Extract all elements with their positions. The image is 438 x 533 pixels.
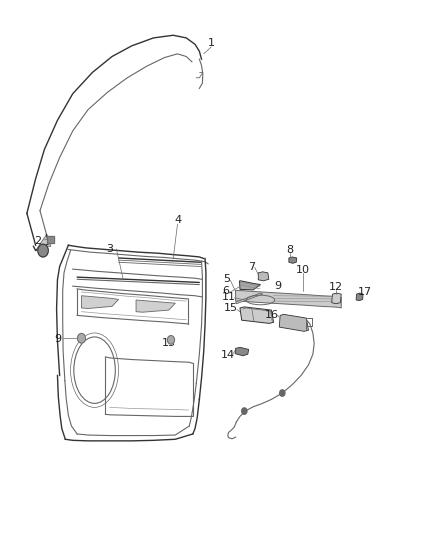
Text: 4: 4 xyxy=(174,215,181,225)
Polygon shape xyxy=(332,293,341,304)
Polygon shape xyxy=(236,293,263,304)
Text: 1: 1 xyxy=(208,38,215,48)
Polygon shape xyxy=(279,314,308,332)
Text: 13: 13 xyxy=(162,338,176,348)
Bar xyxy=(47,236,54,243)
Circle shape xyxy=(242,408,247,414)
Text: 10: 10 xyxy=(296,265,310,274)
Text: 5: 5 xyxy=(223,274,230,284)
Polygon shape xyxy=(240,307,274,324)
Text: 14: 14 xyxy=(221,350,235,360)
Text: 6: 6 xyxy=(223,286,230,296)
Polygon shape xyxy=(136,300,175,312)
Circle shape xyxy=(167,336,174,344)
Circle shape xyxy=(280,390,285,396)
Circle shape xyxy=(78,334,85,343)
Polygon shape xyxy=(258,272,269,281)
Polygon shape xyxy=(35,235,51,251)
Polygon shape xyxy=(240,281,261,290)
Text: 16: 16 xyxy=(265,310,279,320)
Text: 3: 3 xyxy=(106,244,113,254)
Text: 9: 9 xyxy=(54,334,61,344)
Text: 17: 17 xyxy=(358,287,372,297)
Bar xyxy=(47,236,54,243)
Text: 2: 2 xyxy=(34,236,41,246)
Circle shape xyxy=(38,244,48,257)
Polygon shape xyxy=(81,296,119,309)
Polygon shape xyxy=(356,293,363,301)
Text: 12: 12 xyxy=(328,282,343,292)
Text: 9: 9 xyxy=(274,281,281,290)
Text: 7: 7 xyxy=(248,262,255,271)
Polygon shape xyxy=(236,290,341,308)
Text: 8: 8 xyxy=(286,245,293,255)
Polygon shape xyxy=(289,257,297,263)
Polygon shape xyxy=(235,348,249,356)
Text: 15: 15 xyxy=(224,303,238,313)
Text: 11: 11 xyxy=(222,292,236,302)
